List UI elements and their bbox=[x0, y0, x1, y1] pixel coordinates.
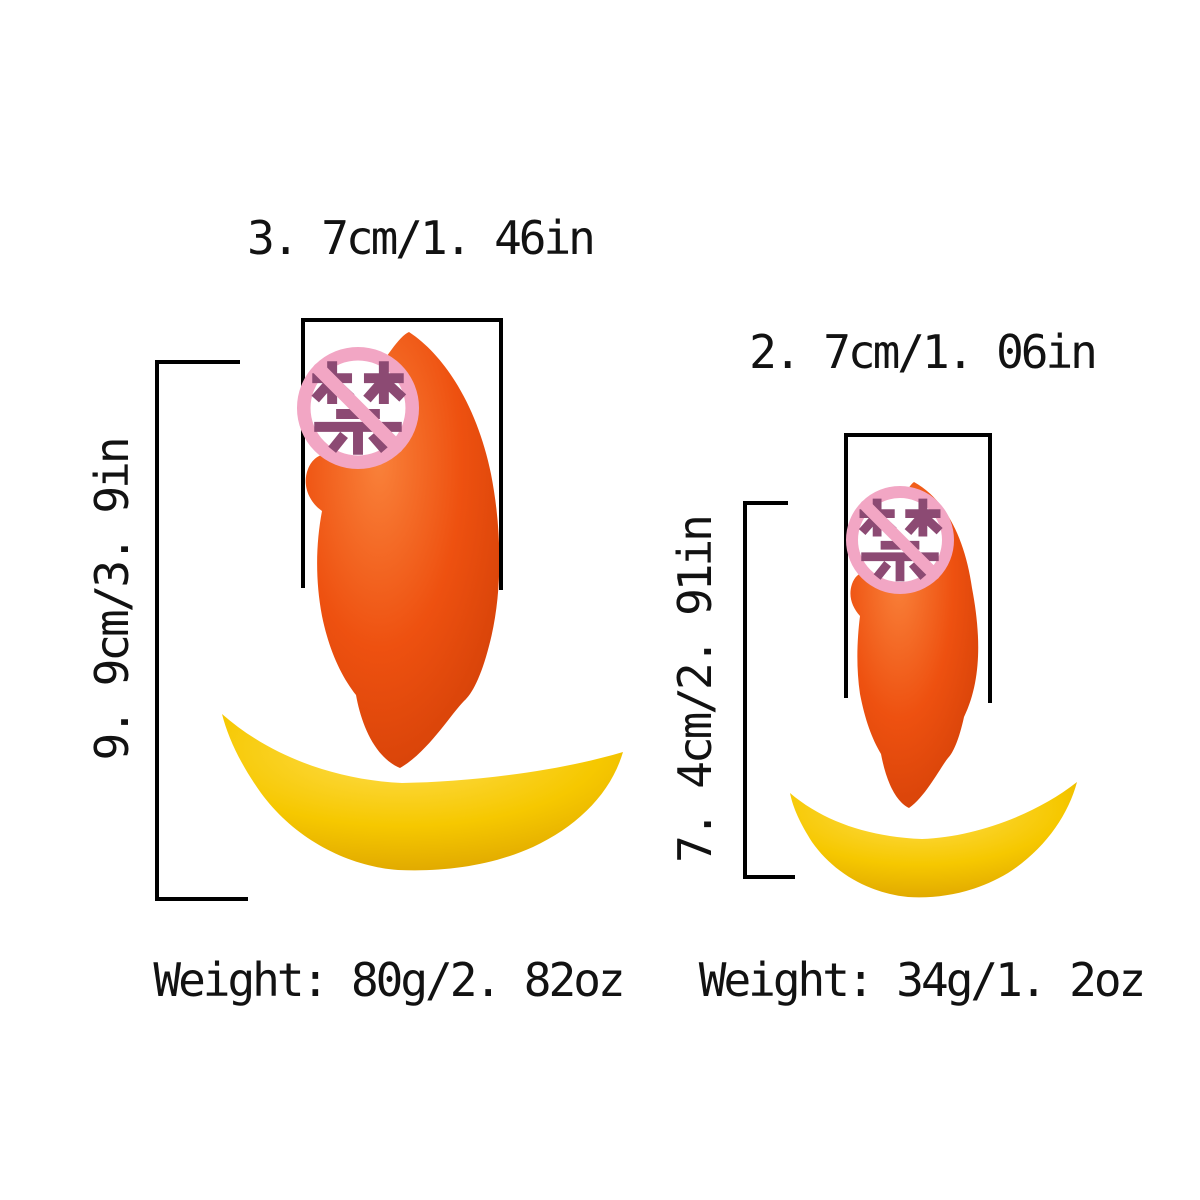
width-bracket-large bbox=[301, 318, 503, 590]
weight-label-large: Weight: 80g/2. 82oz bbox=[153, 953, 625, 1007]
prohibition-sign-small bbox=[852, 492, 948, 588]
height-bracket-large bbox=[155, 360, 248, 901]
product-large-illustration bbox=[222, 332, 623, 871]
product-large-base bbox=[222, 714, 623, 871]
width-label-large: 3. 7cm/1. 46in bbox=[247, 211, 596, 265]
width-label-small: 2. 7cm/1. 06in bbox=[749, 325, 1098, 379]
height-bracket-small bbox=[743, 501, 795, 879]
product-small-base bbox=[790, 782, 1077, 898]
height-label-small: 7. 4cm/2. 91in bbox=[668, 517, 722, 863]
weight-label-small: Weight: 34g/1. 2oz bbox=[698, 953, 1147, 1007]
prohibition-sign-large bbox=[304, 354, 412, 462]
height-label-large: 9. 9cm/3. 9in bbox=[85, 439, 139, 761]
width-bracket-small bbox=[844, 433, 992, 703]
